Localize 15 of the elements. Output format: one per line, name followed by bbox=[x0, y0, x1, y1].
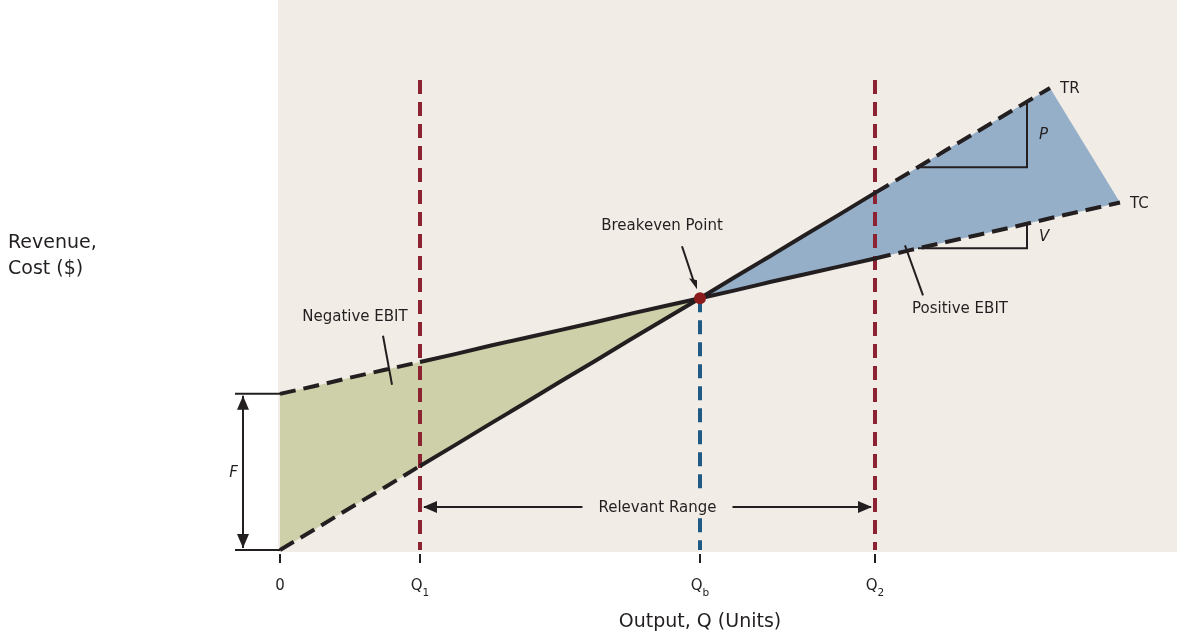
annotation: Positive EBIT bbox=[912, 299, 1009, 318]
annotation: Negative EBIT bbox=[302, 306, 409, 325]
x-axis-title: Output, Q (Units) bbox=[618, 609, 782, 631]
text: F bbox=[229, 462, 239, 481]
x-tick-label: 0 bbox=[275, 576, 285, 594]
series-label: TC bbox=[1129, 193, 1149, 212]
annotation: P bbox=[1039, 125, 1049, 144]
x-tick-label: Q$_{2}$ bbox=[865, 576, 885, 598]
text: Revenue, Cost ($) bbox=[8, 230, 97, 278]
annotation: Breakeven Point bbox=[601, 216, 723, 235]
annotation: V bbox=[1039, 227, 1051, 246]
x-tick-label: Q$_{b}$ bbox=[690, 576, 710, 598]
series-label: TR bbox=[1059, 79, 1080, 97]
annotation: Relevant Range bbox=[598, 498, 717, 516]
x-tick-label: Q$_{1}$ bbox=[410, 576, 430, 598]
